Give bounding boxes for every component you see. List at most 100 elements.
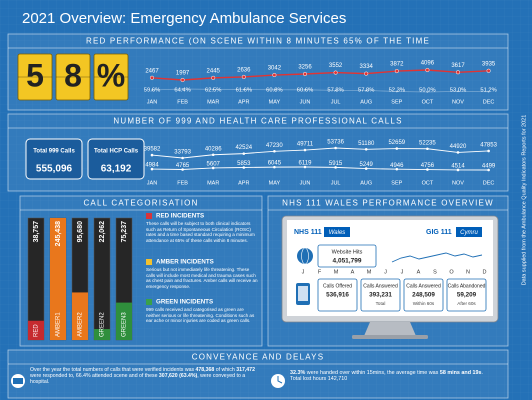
- conveyance-left-part: Over the year the total numbers of calls…: [30, 367, 196, 373]
- hcp-point: [150, 167, 154, 171]
- calls-999-point: [303, 148, 307, 152]
- page-title: 2021 Overview: Emergency Ambulance Servi…: [22, 10, 346, 27]
- legend-text-box: These calls will be subject to both clin…: [146, 221, 255, 243]
- legend-heading: GREEN INCIDENTS: [156, 299, 213, 306]
- percentage-label: 57.8%: [358, 88, 374, 94]
- clock-icon-hands: [277, 376, 283, 384]
- logo-tag: Cymru: [460, 230, 478, 236]
- month-label: JUL: [331, 99, 341, 105]
- conveyance-right-line: 32.3% were handed over within 15mins, th…: [290, 370, 505, 376]
- percentage-point: [457, 90, 459, 93]
- stat-value: 536,916: [326, 292, 349, 299]
- hcp-point: [181, 168, 184, 171]
- hcp-point: [456, 168, 460, 172]
- red-performance-title: RED PERFORMANCE (ON SCENE WITHIN 8 MINUT…: [86, 37, 430, 46]
- count-label: 2636: [237, 68, 251, 74]
- bar: [116, 302, 132, 340]
- month-label: MAY: [269, 99, 281, 105]
- conveyance-left-part: 478,368: [195, 367, 215, 373]
- count-label: 4096: [421, 61, 435, 67]
- count-point: [364, 71, 369, 76]
- month-letter: M: [367, 269, 372, 275]
- bar-category-label: GREEN2: [100, 312, 106, 337]
- calls-999-point: [242, 152, 246, 155]
- month-label: FEB: [177, 180, 188, 186]
- bar-value-label: 95,680: [77, 221, 84, 243]
- bar: [94, 329, 110, 340]
- percentage-point: [243, 88, 245, 91]
- month-label: JAN: [147, 180, 157, 186]
- calls-999-label: 44920: [450, 144, 467, 150]
- month-label: APR: [238, 99, 249, 105]
- month-label: MAY: [269, 180, 281, 186]
- count-point: [333, 70, 338, 75]
- legend-heading: RED INCIDENTS: [156, 213, 204, 220]
- hcp-point: [426, 168, 429, 171]
- bar: [28, 320, 44, 340]
- bar: [72, 292, 88, 340]
- percentage-point: [334, 89, 337, 92]
- calls-999-label: 40286: [205, 146, 222, 152]
- hcp-point: [303, 165, 307, 169]
- conveyance-left-box: Over the year the total numbers of calls…: [30, 367, 255, 385]
- hcp-point: [334, 166, 337, 169]
- month-label: MAR: [207, 180, 219, 186]
- percentage-label: 51.2%: [480, 88, 496, 94]
- month-letter: A: [417, 269, 421, 275]
- percentage-label: 60.6%: [297, 88, 313, 94]
- stat-box: [403, 278, 444, 312]
- digit-tile-text: 8: [64, 57, 82, 93]
- logo-tag-box: [324, 227, 350, 237]
- hcp-line: [151, 166, 489, 171]
- stat-note: Within 60s: [413, 301, 435, 306]
- calls-999-label: 42524: [235, 145, 252, 151]
- percentage-label: 60.8%: [266, 88, 282, 94]
- bar-value-label: 75,237: [121, 221, 128, 243]
- count-label: 3872: [390, 62, 404, 68]
- month-label: JUN: [300, 180, 311, 186]
- monitor-stand: [364, 322, 416, 336]
- hcp-label: 5607: [207, 162, 221, 168]
- conveyance-left-part: 317,472: [236, 367, 255, 373]
- calls-999-point: [395, 147, 399, 150]
- hcp-point: [364, 167, 368, 170]
- logo-tag: Wales: [329, 230, 346, 236]
- month-label: OCT: [422, 180, 434, 186]
- legend-swatch: [146, 213, 152, 219]
- stat-box: [360, 278, 401, 312]
- stat-value: 59,209: [457, 292, 477, 299]
- count-point: [486, 68, 491, 73]
- month-letter: N: [466, 269, 470, 275]
- calls-999-point: [181, 156, 184, 160]
- percentage-line: [151, 88, 489, 93]
- calls-999-label: 52235: [419, 140, 436, 146]
- hcp-point: [395, 167, 399, 171]
- count-point: [394, 69, 399, 74]
- bar-value-label: 38,757: [33, 221, 40, 243]
- legend-swatch: [146, 259, 152, 265]
- calls-999-point: [487, 149, 490, 153]
- stat-label: Calls Abandoned: [448, 283, 486, 289]
- conveyance-panel: [7, 349, 509, 399]
- website-value: 4,051,799: [333, 258, 362, 265]
- count-label: 3552: [329, 63, 343, 69]
- percentage-label: 52.3%: [389, 88, 405, 94]
- legend-text: These calls will be subject to both clin…: [146, 221, 255, 243]
- hcp-label: 4984: [145, 163, 159, 169]
- total-value: 63,192: [101, 164, 132, 175]
- logo-main: GIG 111: [426, 229, 452, 236]
- month-label: FEB: [177, 99, 188, 105]
- count-label: 3617: [451, 63, 465, 69]
- hcp-point: [211, 166, 215, 170]
- phone-icon-screen: [298, 286, 308, 301]
- percentage-label: 64.4%: [174, 88, 190, 94]
- calls-999-label: 49711: [297, 142, 314, 148]
- bar-category-label: AMBER2: [78, 312, 84, 337]
- month-letter: J: [384, 269, 387, 275]
- calls-999-line: [151, 147, 489, 159]
- calls-title: NUMBER OF 999 AND HEALTH CARE PROFESSION…: [113, 117, 402, 126]
- digit-tile: [17, 53, 53, 101]
- hcp-label: 4514: [451, 164, 465, 170]
- count-point: [425, 67, 430, 73]
- conveyance-title: CONVEYANCE AND DELAYS: [192, 353, 325, 362]
